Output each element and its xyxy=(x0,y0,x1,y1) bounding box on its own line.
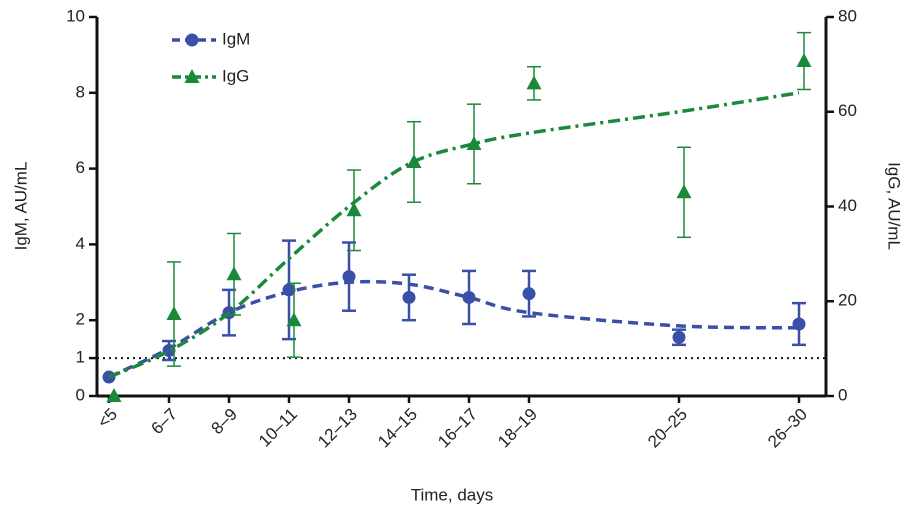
legend-label: IgG xyxy=(222,66,249,85)
x-axis-label: Time, days xyxy=(411,485,494,504)
data-point xyxy=(166,306,182,321)
y2-tick-label: 20 xyxy=(838,291,857,310)
legend-label: IgM xyxy=(222,29,250,48)
y2-axis-label: IgG, AU/mL xyxy=(885,162,904,250)
x-tick-label: 26–30 xyxy=(764,405,811,452)
x-tick-label: 14–15 xyxy=(374,405,421,452)
y-tick-label: 6 xyxy=(76,158,85,177)
x-tick-label: 10–11 xyxy=(255,405,301,451)
y2-tick-label: 40 xyxy=(838,196,857,215)
y-tick-label: 8 xyxy=(76,82,85,101)
data-point xyxy=(526,75,542,90)
trend-line xyxy=(108,91,800,379)
legend-marker xyxy=(184,69,200,83)
legend-marker xyxy=(185,33,199,47)
data-point xyxy=(676,184,692,199)
x-tick-label: 18–19 xyxy=(494,405,541,452)
data-point xyxy=(466,135,482,150)
data-point xyxy=(792,317,806,331)
data-point xyxy=(402,290,416,304)
data-point xyxy=(522,287,536,301)
x-tick-label: 12–13 xyxy=(314,405,361,452)
x-tick-label: <5 xyxy=(94,405,121,432)
y-tick-label: 4 xyxy=(76,234,85,253)
y-tick-label: 10 xyxy=(66,6,85,25)
y2-tick-label: 0 xyxy=(838,385,847,404)
data-point xyxy=(226,266,242,281)
y2-tick-label: 60 xyxy=(838,101,857,120)
data-point xyxy=(106,388,122,402)
data-point xyxy=(282,283,296,297)
y2-tick-label: 80 xyxy=(838,6,857,25)
data-point xyxy=(672,330,686,344)
x-tick-label: 20–25 xyxy=(644,405,691,452)
x-tick-label: 8–9 xyxy=(208,405,241,438)
data-point xyxy=(346,202,362,217)
y-axis-label: IgM, AU/mL xyxy=(11,162,30,251)
x-tick-label: 16–17 xyxy=(434,405,481,452)
data-point xyxy=(406,153,422,168)
x-tick-label: 6–7 xyxy=(148,405,181,438)
data-point xyxy=(462,290,476,304)
y-tick-label: 2 xyxy=(76,310,85,329)
y-tick-label: 1 xyxy=(76,348,85,367)
y-tick-label: 0 xyxy=(76,385,85,404)
data-point xyxy=(796,53,812,68)
trend-line xyxy=(108,279,800,379)
data-point xyxy=(286,312,302,327)
data-point xyxy=(342,270,356,284)
